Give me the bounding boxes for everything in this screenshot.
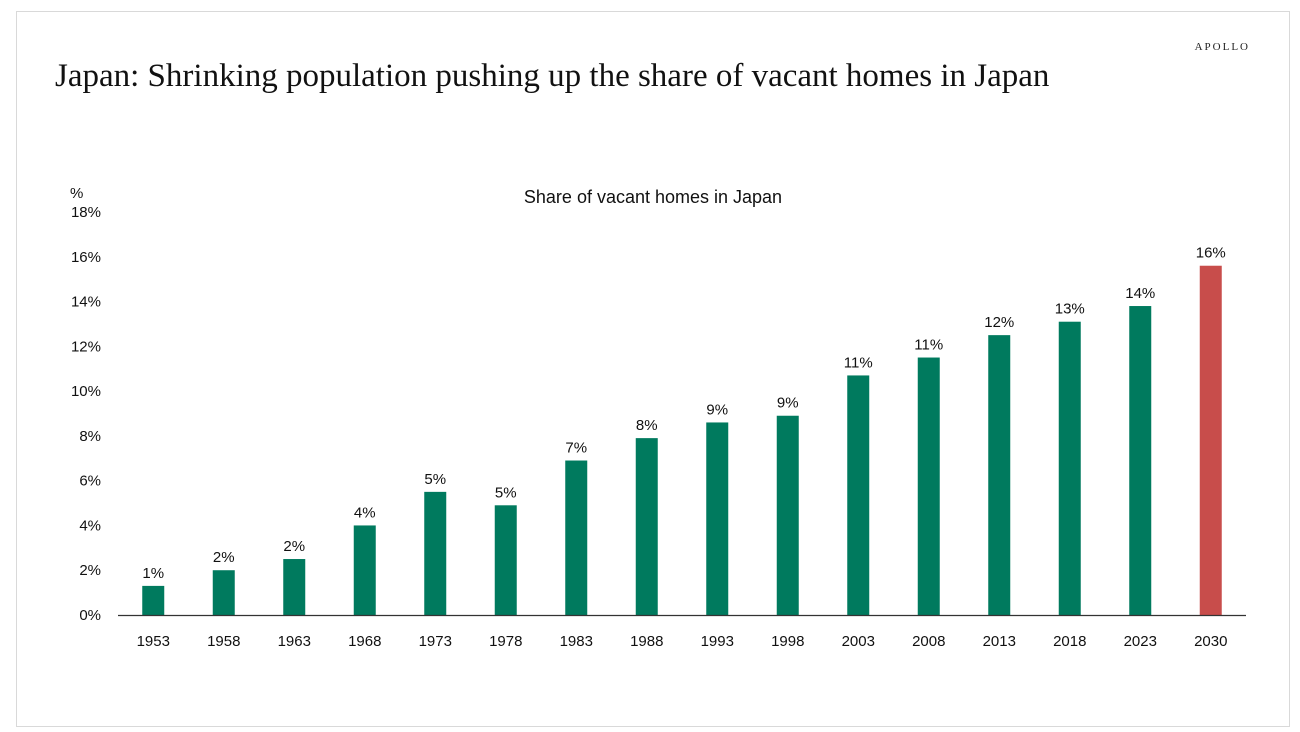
bar-1983 [565, 460, 588, 615]
bar-value-label: 11% [914, 337, 943, 354]
bar-data-labels: 1% 2% 2% 4% 5% 5% 7% 8% 9% 9% 11% 11% 12% 13% 14% 16% [142, 245, 1225, 582]
bar-value-label: 5% [495, 484, 517, 501]
bar-value-label: 7% [565, 440, 587, 457]
x-tick-label: 1988 [630, 633, 663, 650]
y-tick-label: 10% [71, 383, 101, 400]
bar-value-label: 5% [424, 471, 446, 488]
bar-1973 [424, 491, 447, 615]
bar-1993 [706, 422, 729, 615]
x-tick-label: 1983 [560, 633, 593, 650]
y-tick-label: 16% [71, 249, 101, 266]
bar-value-label: 8% [636, 417, 658, 434]
y-tick-label: 6% [79, 473, 101, 490]
bar-value-label: 2% [283, 538, 305, 555]
y-axis-unit-label: % [70, 185, 83, 202]
bar-1953 [142, 585, 165, 615]
x-tick-label: 1968 [348, 633, 381, 650]
y-tick-label: 0% [79, 607, 101, 624]
bar-1963 [283, 559, 306, 615]
bar-value-label: 11% [844, 354, 873, 371]
bar-value-label: 13% [1055, 301, 1085, 318]
bar-value-label: 14% [1125, 285, 1155, 302]
bar-1968 [353, 525, 376, 615]
x-tick-label: 2018 [1053, 633, 1086, 650]
brand-logo: APOLLO [1194, 41, 1250, 53]
y-tick-label: 8% [79, 428, 101, 445]
x-tick-label: 2008 [912, 633, 945, 650]
y-tick-label: 14% [71, 294, 101, 311]
y-axis: 0% 2% 4% 6% 8% 10% 12% 14% 16% 18% [71, 204, 101, 624]
y-tick-label: 4% [79, 517, 101, 534]
bar-value-label: 12% [984, 314, 1014, 331]
x-tick-label: 1958 [207, 633, 240, 650]
bar-2008 [917, 357, 940, 615]
chart-title: Share of vacant homes in Japan [524, 187, 782, 207]
bar-value-label: 9% [777, 395, 799, 412]
bar-1978 [494, 505, 517, 615]
bars [142, 265, 1222, 615]
bar-2018 [1058, 321, 1081, 615]
bar-1988 [635, 438, 658, 615]
y-tick-label: 2% [79, 562, 101, 579]
x-tick-label: 1953 [137, 633, 170, 650]
x-tick-label: 2013 [983, 633, 1016, 650]
y-tick-label: 12% [71, 338, 101, 355]
page-title: Japan: Shrinking population pushing up t… [55, 58, 1050, 94]
bar-value-label: 16% [1196, 245, 1226, 262]
bar-1998 [776, 415, 799, 615]
x-tick-label: 1998 [771, 633, 804, 650]
bar-2030 [1199, 265, 1222, 615]
x-tick-label: 1993 [701, 633, 734, 650]
bar-value-label: 1% [142, 565, 164, 582]
x-tick-label: 2003 [842, 633, 875, 650]
bar-value-label: 4% [354, 504, 376, 521]
x-tick-label: 1978 [489, 633, 522, 650]
y-tick-label: 18% [71, 204, 101, 221]
bar-2023 [1129, 306, 1152, 615]
bar-1958 [212, 570, 235, 615]
bar-2013 [988, 335, 1011, 615]
x-axis: 1953 1958 1963 1968 1973 1978 1983 1988 1993 1998… [137, 633, 1228, 650]
x-tick-label: 2030 [1194, 633, 1227, 650]
x-tick-label: 1963 [278, 633, 311, 650]
x-tick-label: 2023 [1124, 633, 1157, 650]
bar-2003 [847, 375, 870, 615]
bar-value-label: 2% [213, 549, 235, 566]
bar-value-label: 9% [706, 401, 728, 418]
x-tick-label: 1973 [419, 633, 452, 650]
